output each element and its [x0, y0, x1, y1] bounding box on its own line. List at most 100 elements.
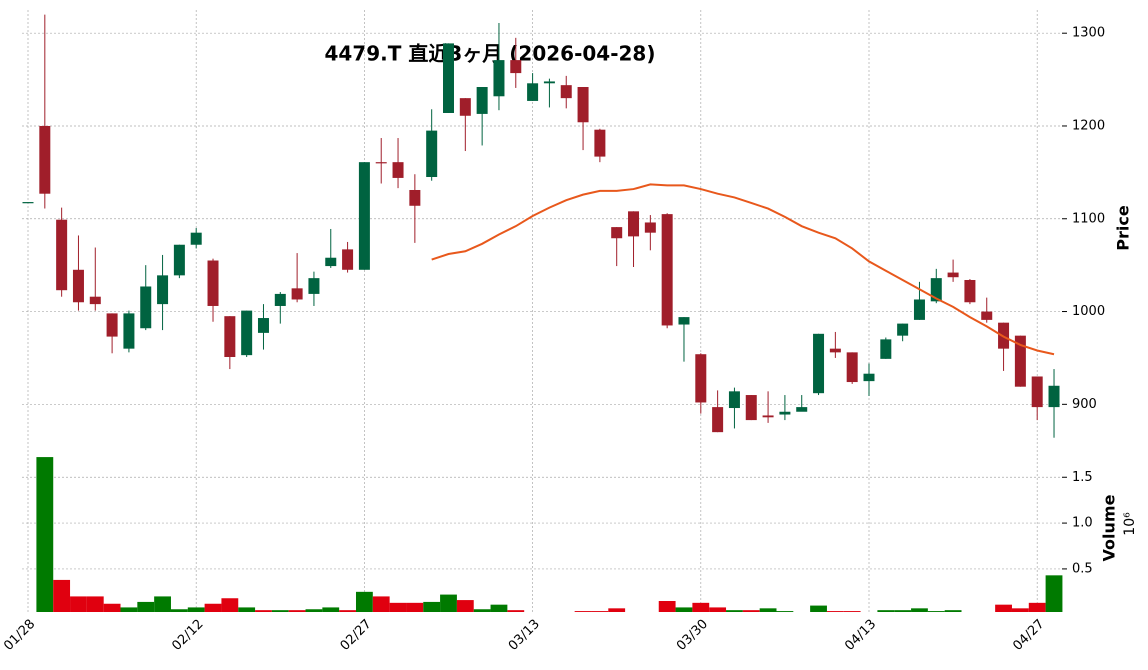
candle-body	[762, 415, 774, 418]
volume-bar	[221, 598, 239, 612]
candle-body	[157, 275, 169, 305]
candle-body	[89, 296, 101, 305]
candle-body	[173, 244, 185, 276]
x-tick-label: 03/30	[674, 617, 711, 654]
candle-body	[779, 411, 791, 415]
volume-bar	[423, 601, 441, 612]
candle-body	[190, 232, 202, 245]
volume-bar	[692, 602, 710, 612]
candle-body	[274, 293, 286, 306]
candle-body	[796, 407, 808, 412]
volume-bar	[877, 610, 895, 612]
volume-bar	[305, 609, 323, 612]
candle-body	[459, 98, 471, 116]
volume-bar	[1011, 608, 1029, 612]
volume-bar	[911, 608, 928, 612]
candle-body	[577, 87, 589, 123]
candle-body	[375, 162, 387, 164]
volume-bar	[53, 579, 71, 612]
x-tick-label: 04/13	[842, 617, 879, 654]
candle-body	[560, 85, 572, 99]
candle-body	[1014, 335, 1026, 387]
candle-body	[342, 249, 354, 270]
volume-bar	[776, 611, 794, 612]
candle-body	[644, 222, 656, 233]
candle-body	[695, 354, 707, 403]
volume-bar	[339, 610, 356, 612]
x-tick-label: 02/12	[169, 617, 206, 654]
y-tick-label: 1100	[1072, 211, 1105, 226]
volume-bar	[1045, 575, 1063, 612]
volume-bar	[473, 609, 491, 612]
candle-body	[72, 269, 84, 303]
candle-body	[981, 311, 993, 320]
candle-body	[325, 257, 337, 267]
candle-body	[392, 162, 404, 178]
volume-bar	[288, 610, 306, 612]
volume-bar	[709, 607, 727, 612]
volume-bar	[355, 591, 373, 612]
x-tick-label: 02/27	[338, 617, 375, 654]
volume-bar	[440, 594, 457, 612]
candle-body	[880, 339, 892, 359]
volume-bar	[372, 596, 390, 612]
candle-body	[207, 260, 219, 306]
candle-body	[728, 391, 740, 409]
candle-body	[241, 310, 253, 356]
candle-body	[863, 373, 875, 382]
candle-body	[543, 81, 555, 84]
volume-axis-label: Volume	[1100, 494, 1119, 561]
volume-bar	[238, 607, 256, 612]
y-tick-label: 1200	[1072, 118, 1105, 133]
volume-bar	[170, 609, 188, 612]
y-tick-label: 1300	[1072, 26, 1105, 41]
candle-body	[493, 60, 505, 97]
volume-bar	[742, 610, 760, 612]
candle-body	[813, 333, 825, 394]
candle-body	[39, 125, 51, 194]
candle-body	[409, 189, 421, 206]
x-tick-label: 04/27	[1010, 617, 1047, 654]
candle-body	[745, 395, 757, 421]
candle-body	[123, 313, 135, 349]
volume-bar	[271, 610, 289, 612]
volume-bar	[944, 610, 962, 612]
volume-bar	[658, 601, 676, 612]
volume-bar	[894, 610, 912, 612]
volume-bar	[591, 611, 609, 612]
candle-body	[678, 317, 690, 325]
candle-body	[712, 407, 724, 433]
y-tick-label: 1000	[1072, 304, 1105, 319]
chart-title: 4479.T 直近3ヶ月 (2026-04-28)	[325, 42, 656, 66]
volume-bar	[187, 607, 205, 612]
volume-bar	[103, 603, 121, 612]
volume-bar	[810, 605, 827, 612]
volume-bar	[322, 607, 340, 612]
volume-bar	[826, 611, 844, 612]
candle-body	[1048, 385, 1060, 408]
volume-bar	[927, 611, 945, 612]
candle-body	[1031, 376, 1043, 408]
volume-offset-label: 10⁶	[1122, 512, 1138, 536]
volume-bar	[574, 611, 592, 612]
candle-body	[846, 352, 858, 383]
volume-bar	[726, 610, 743, 612]
volume-bar	[843, 611, 861, 612]
candle-body	[56, 219, 68, 291]
candle-body	[358, 162, 370, 270]
volume-bar	[995, 604, 1012, 612]
volume-bar	[204, 603, 222, 612]
candle-body	[140, 286, 152, 329]
volume-bar	[456, 600, 474, 612]
y-tick-label: 900	[1072, 397, 1097, 412]
price-axis-label: Price	[1114, 205, 1133, 251]
volume-bar	[389, 602, 407, 612]
volume-bar	[608, 608, 626, 612]
candle-body	[947, 272, 959, 278]
volume-bar	[36, 457, 54, 612]
volume-bar	[120, 607, 138, 612]
candle-body	[661, 214, 673, 326]
candle-body	[930, 278, 942, 302]
x-tick-label: 03/13	[506, 617, 543, 654]
